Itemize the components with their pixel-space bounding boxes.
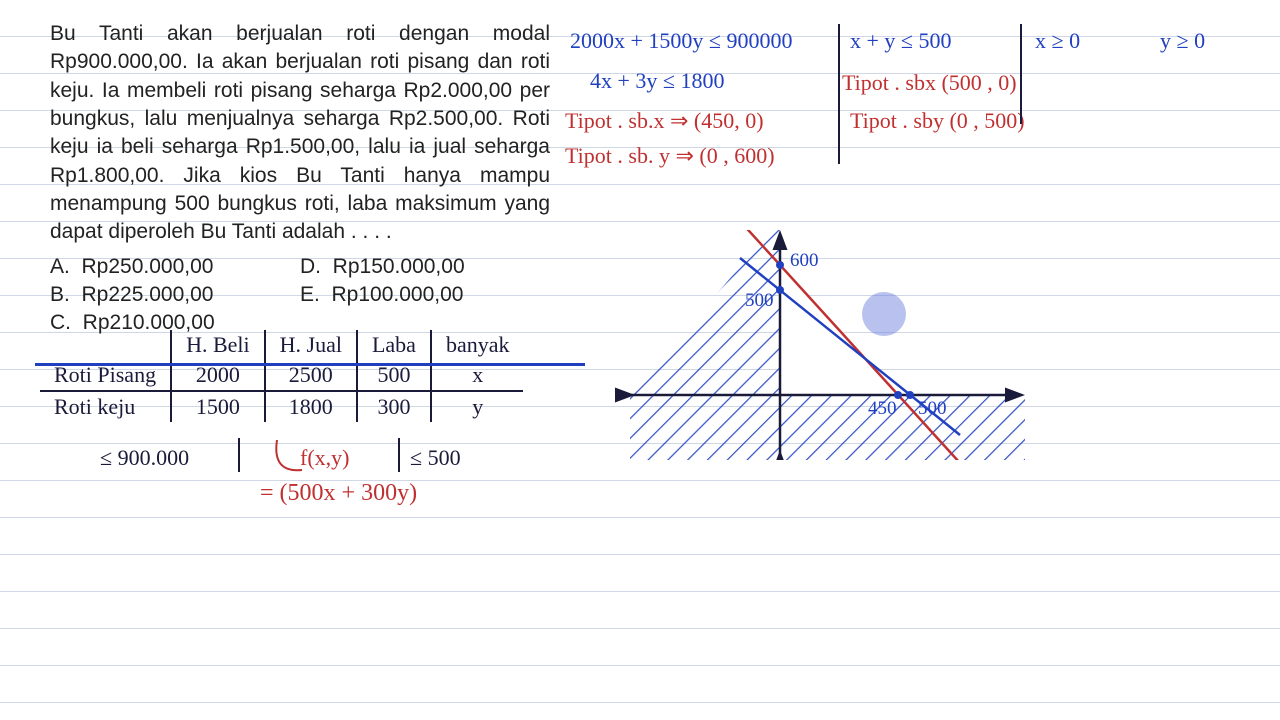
th-laba: Laba — [357, 330, 431, 360]
eq-ygeq0: y ≥ 0 — [1160, 28, 1205, 54]
div-under-1 — [238, 438, 240, 472]
hand-table: H. Beli H. Jual Laba banyak Roti Pisang … — [40, 330, 523, 422]
fxy-swoosh — [272, 438, 402, 478]
row2-jual: 1800 — [265, 391, 357, 422]
problem-text: Bu Tanti akan berjualan roti dengan moda… — [50, 20, 550, 247]
option-a: A. Rp250.000,00 — [50, 253, 260, 281]
th-hbeli: H. Beli — [171, 330, 265, 360]
tipot-sby-600: Tipot . sb. y ⇒ (0 , 600) — [565, 143, 775, 169]
row2-laba: 300 — [357, 391, 431, 422]
answer-options: A. Rp250.000,00 D. Rp150.000,00 B. Rp225… — [50, 253, 510, 338]
row2-qty: y — [431, 391, 524, 422]
eq-xy500: x + y ≤ 500 — [850, 28, 951, 54]
cursor-pointer — [862, 292, 906, 336]
tipot-sbx-450: Tipot . sb.x ⇒ (450, 0) — [565, 108, 764, 134]
fxy-expr: = (500x + 300y) — [260, 480, 417, 507]
ylabel-600: 600 — [790, 250, 819, 272]
ylabel-500: 500 — [745, 290, 774, 312]
eq-2000x: 2000x + 1500y ≤ 900000 — [570, 28, 792, 54]
eq-xgeq0: x ≥ 0 — [1035, 28, 1080, 54]
problem-block: Bu Tanti akan berjualan roti dengan moda… — [50, 20, 550, 338]
th-hjual: H. Jual — [265, 330, 357, 360]
option-d: D. Rp150.000,00 — [300, 253, 510, 281]
graph-area: 600 500 450 500 — [600, 230, 1040, 460]
div-under-2 — [398, 438, 400, 472]
sep-2 — [1020, 24, 1022, 124]
xlabel-450: 450 — [868, 398, 897, 420]
option-b: B. Rp225.000,00 — [50, 281, 260, 309]
row2-name: Roti keju — [40, 391, 171, 422]
table-header-line — [35, 363, 585, 366]
sep-1 — [838, 24, 840, 164]
eq-4x3y: 4x + 3y ≤ 1800 — [590, 68, 724, 94]
footer-leq900k: ≤ 900.000 — [100, 445, 189, 471]
xlabel-500: 500 — [918, 398, 947, 420]
option-e: E. Rp100.000,00 — [300, 281, 510, 309]
th-blank — [40, 330, 171, 360]
footer-leq500: ≤ 500 — [410, 445, 461, 471]
graph-svg — [600, 230, 1040, 460]
tipot-sby-500: Tipot . sby (0 , 500) — [850, 108, 1025, 134]
row2-beli: 1500 — [171, 391, 265, 422]
th-banyak: banyak — [431, 330, 524, 360]
tipot-sbx-500: Tipot . sbx (500 , 0) — [842, 70, 1017, 96]
